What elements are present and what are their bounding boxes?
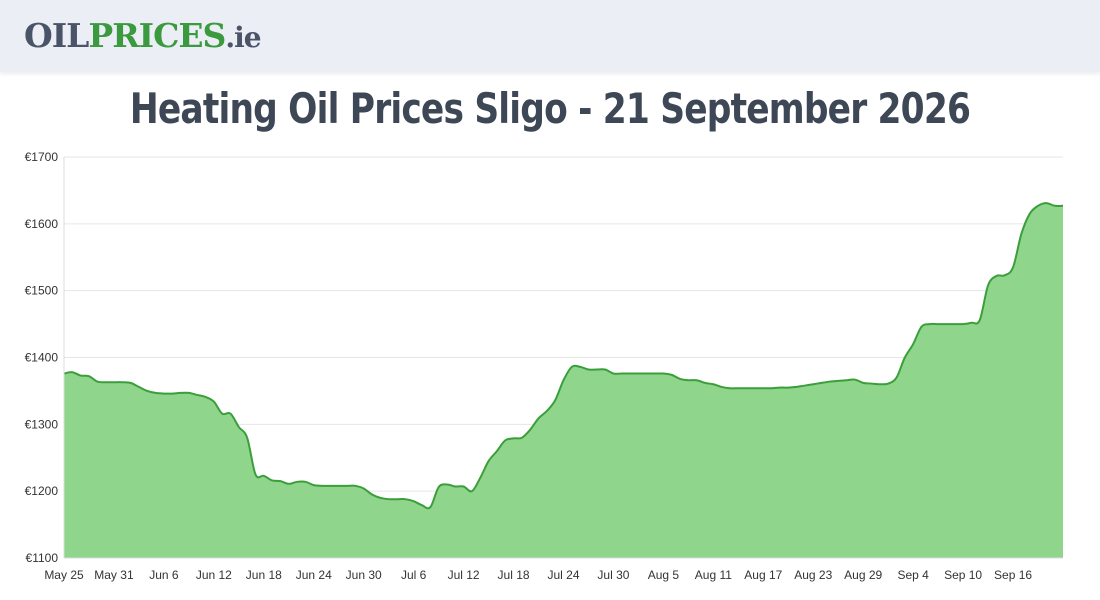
logo-part-ie: .ie	[225, 21, 261, 54]
y-tick-label: €1400	[25, 351, 59, 365]
x-tick-label: Jun 12	[196, 568, 232, 582]
x-tick-label: Jul 18	[498, 568, 530, 582]
y-tick-label: €1500	[25, 284, 59, 298]
x-tick-label: Aug 29	[844, 568, 882, 582]
x-tick-label: Jun 30	[346, 568, 382, 582]
page-title: Heating Oil Prices Sligo - 21 September …	[129, 84, 971, 133]
y-tick-label: €1700	[25, 150, 59, 164]
logo-part-prices: PRICES	[88, 16, 226, 55]
x-tick-label: Jul 6	[401, 568, 427, 582]
site-header: OILPRICES.ie	[0, 0, 1100, 72]
x-tick-label: Jun 24	[296, 568, 332, 582]
x-tick-label: Aug 23	[794, 568, 832, 582]
x-tick-label: Jun 18	[246, 568, 282, 582]
x-axis: May 25 May 31 Jun 6 Jun 12 Jun 18 Jun 24 Jun 3…	[44, 557, 1063, 582]
y-tick-label: €1200	[25, 484, 59, 498]
y-tick-label: €1600	[25, 217, 59, 231]
x-tick-label: Aug 5	[648, 568, 680, 582]
series-line	[63, 202, 1064, 510]
x-tick-label: Jun 6	[149, 568, 179, 582]
y-tick-label: €1100	[26, 551, 59, 565]
x-tick-label: Sep 4	[897, 568, 929, 582]
y-axis: €1700 €1600 €1500 €1400 €1300 €1200 €1100	[25, 150, 65, 565]
x-tick-label: Aug 17	[744, 568, 782, 582]
x-tick-label: Jul 30	[597, 568, 629, 582]
x-tick-label: Sep 10	[944, 568, 982, 582]
x-tick-label: Aug 11	[695, 568, 732, 582]
x-tick-label: Jul 24	[547, 568, 579, 582]
x-tick-label: Jul 12	[448, 568, 480, 582]
site-logo[interactable]: OILPRICES.ie	[24, 16, 262, 58]
x-tick-label: Sep 16	[994, 568, 1032, 582]
x-tick-label: May 25	[44, 568, 84, 582]
x-tick-label: May 31	[94, 568, 134, 582]
y-tick-label: €1300	[25, 417, 59, 431]
logo-part-oil: OIL	[24, 16, 89, 55]
chart-area-layer	[63, 202, 1064, 558]
